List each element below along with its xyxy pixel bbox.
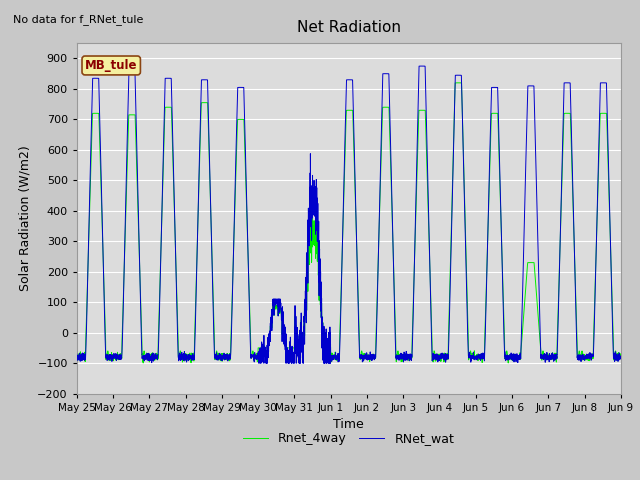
Rnet_4way [454, 80, 462, 86]
Rnet_4way [441, 350, 449, 356]
RNet_wat [502, 356, 509, 361]
Rnet_4way [73, 357, 81, 362]
X-axis label: Time: Time [333, 418, 364, 431]
Rnet_4way [171, 215, 179, 221]
Rnet_4way [617, 352, 625, 358]
RNet_wat [471, 355, 479, 361]
RNet_wat [419, 63, 426, 69]
Y-axis label: Solar Radiation (W/m2): Solar Radiation (W/m2) [19, 145, 32, 291]
Rnet_4way [616, 351, 624, 357]
Title: Net Radiation: Net Radiation [297, 20, 401, 35]
RNet_wat [616, 354, 624, 360]
Rnet_4way [502, 358, 509, 363]
RNet_wat [328, 356, 336, 362]
Text: No data for f_RNet_tule: No data for f_RNet_tule [13, 14, 143, 25]
Rnet_4way [471, 356, 479, 362]
Rnet_4way [140, 360, 147, 366]
RNet_wat [441, 356, 449, 361]
Line: Rnet_4way: Rnet_4way [77, 83, 621, 363]
Legend: Rnet_4way, RNet_wat: Rnet_4way, RNet_wat [238, 427, 460, 450]
Rnet_4way [328, 351, 336, 357]
RNet_wat [617, 355, 625, 360]
RNet_wat [73, 351, 81, 357]
RNet_wat [171, 206, 179, 212]
RNet_wat [255, 360, 262, 366]
Text: MB_tule: MB_tule [85, 59, 138, 72]
Line: RNet_wat: RNet_wat [77, 66, 621, 363]
